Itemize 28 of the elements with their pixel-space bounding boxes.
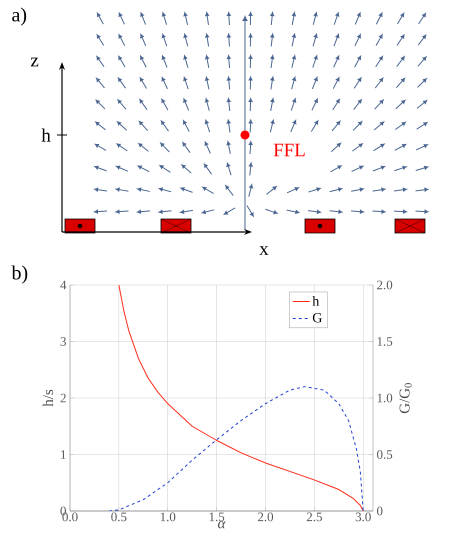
x-tick-label: 1.5 — [210, 512, 224, 522]
x-axis-title: α — [218, 521, 226, 528]
line-series — [108, 386, 364, 511]
x-tick-label: 2.0 — [258, 512, 274, 522]
y-tick-label: 4 — [60, 280, 66, 290]
legend-label: h — [312, 296, 320, 306]
line-series — [118, 284, 364, 511]
x-tick-label: 0.5 — [111, 512, 126, 522]
y-tick-label: 2 — [60, 394, 66, 402]
x-tick-label: 1.0 — [160, 512, 176, 522]
legend-label: G — [312, 313, 322, 322]
x-tick-label: 2.5 — [306, 512, 322, 522]
y2-tick-label: 2.0 — [377, 280, 392, 290]
text: x — [259, 246, 268, 255]
chart-title: b) — [12, 266, 28, 284]
y2-tick-label: 1.5 — [378, 337, 392, 346]
y-tick-label: 1 — [61, 450, 66, 459]
y-axis-title: h/s — [42, 390, 54, 407]
text: FFL — [274, 144, 305, 156]
x-tick-label: 3.0 — [356, 512, 371, 522]
y2-tick-label: 0 — [377, 506, 383, 516]
text: a) — [12, 8, 26, 26]
text: z — [30, 58, 38, 66]
y2-axis-title: G/G$_{0}$ — [400, 383, 412, 414]
y-tick-label: 3 — [60, 337, 66, 346]
y2-tick-label: 1.0 — [378, 394, 392, 402]
y2-tick-label: 0.5 — [377, 450, 392, 459]
text: h — [42, 128, 51, 142]
